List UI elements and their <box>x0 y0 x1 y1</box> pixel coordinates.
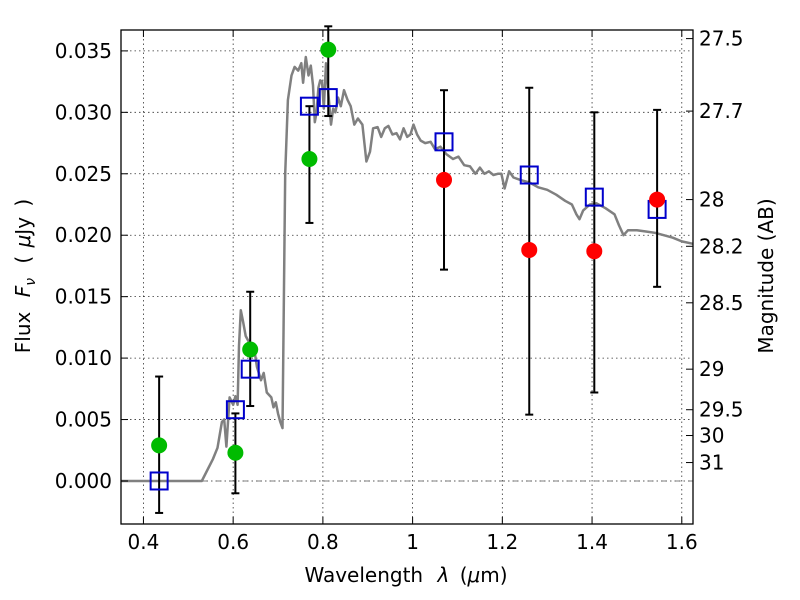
grid-lines <box>121 30 693 524</box>
x-tick-label: 0.4 <box>128 530 160 554</box>
x-tick-label: 0.6 <box>217 530 249 554</box>
right-tick-label: 28.5 <box>699 291 744 315</box>
x-axis-title: Wavelength λ (μm) <box>304 563 507 587</box>
y-tick-label: 0.005 <box>55 408 112 432</box>
y-tick-labels: 0.000 0.005 0.010 0.015 0.020 0.025 0.030 0.035 <box>55 39 112 493</box>
observed-optical-point <box>301 151 318 168</box>
observed-optical-point <box>242 341 259 358</box>
model-photometry-square <box>149 471 169 491</box>
plot-frame <box>120 29 694 525</box>
observed-nir-point <box>436 171 453 188</box>
tick-marks <box>121 30 693 524</box>
observed-optical-point <box>320 41 337 58</box>
error-bar-layer <box>155 25 662 514</box>
model-photometry-square <box>434 132 454 152</box>
x-tick-label: 0.8 <box>307 530 339 554</box>
model-sed-line <box>121 55 694 483</box>
y-tick-label: 0.020 <box>55 223 112 247</box>
right-tick-labels: 27.5 27.7 28 28.2 28.5 29 29.530 31 <box>699 27 744 475</box>
observed-points-layer <box>151 41 666 461</box>
x-tick-label: 1.4 <box>576 530 608 554</box>
model-photometry-square <box>299 96 319 116</box>
observed-optical-point <box>227 444 244 461</box>
y-tick-label: 0.000 <box>55 469 112 493</box>
right-tick-label: 29.5 <box>699 398 744 422</box>
y-tick-label: 0.025 <box>55 162 112 186</box>
y-tick-label: 0.015 <box>55 285 112 309</box>
y-tick-label: 0.010 <box>55 346 112 370</box>
model-photometry-square <box>519 165 539 185</box>
x-tick-label: 1.6 <box>666 530 698 554</box>
x-tick-labels: 0.4 0.6 0.8 1 1.2 1.4 1.6 <box>128 530 698 554</box>
x-tick-label: 1 <box>406 530 419 554</box>
right-tick-label: 28.2 <box>699 234 744 258</box>
model-photometry-square <box>318 88 338 108</box>
y-tick-label: 0.035 <box>55 39 112 63</box>
observed-nir-point <box>586 243 603 260</box>
right-tick-label: 27.7 <box>699 99 744 123</box>
y-tick-label: 0.030 <box>55 100 112 124</box>
right-tick-label: 31 <box>699 451 724 475</box>
right-tick-label: 28 <box>699 188 724 212</box>
right-tick-label: 27.5 <box>699 27 744 51</box>
model-photometry-square <box>225 400 245 420</box>
model-photometry-square <box>240 359 260 379</box>
model-sed-layer <box>121 55 694 483</box>
model-photometry-square <box>584 187 604 207</box>
observed-optical-point <box>151 437 168 454</box>
x-tick-label: 1.2 <box>486 530 518 554</box>
right-tick-label: 30 <box>699 424 724 448</box>
observed-nir-point <box>649 191 666 208</box>
right-axis-title: Magnitude (AB) <box>754 198 778 353</box>
observed-nir-point <box>521 241 538 258</box>
y-axis-title: Flux Fν ( μJy ) <box>11 199 40 353</box>
right-tick-label: 29 <box>699 357 724 381</box>
